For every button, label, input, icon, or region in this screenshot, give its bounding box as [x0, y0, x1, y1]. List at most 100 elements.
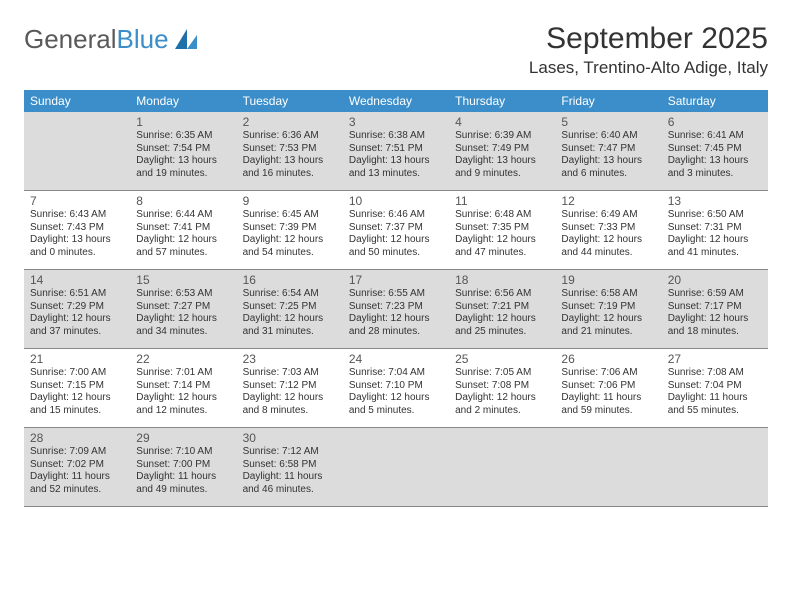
day-detail: Sunrise: 7:04 AMSunset: 7:10 PMDaylight:…: [349, 367, 443, 417]
day-detail: Sunrise: 7:09 AMSunset: 7:02 PMDaylight:…: [30, 446, 124, 496]
day-number: 26: [561, 352, 655, 366]
dow-cell: Saturday: [662, 90, 768, 112]
week-row: 7Sunrise: 6:43 AMSunset: 7:43 PMDaylight…: [24, 191, 768, 270]
day-cell: 10Sunrise: 6:46 AMSunset: 7:37 PMDayligh…: [343, 191, 449, 269]
day-detail: Sunrise: 6:46 AMSunset: 7:37 PMDaylight:…: [349, 209, 443, 259]
day-cell: [555, 428, 661, 506]
day-cell: 3Sunrise: 6:38 AMSunset: 7:51 PMDaylight…: [343, 112, 449, 190]
day-number: 10: [349, 194, 443, 208]
day-cell: 28Sunrise: 7:09 AMSunset: 7:02 PMDayligh…: [24, 428, 130, 506]
day-detail: Sunrise: 7:08 AMSunset: 7:04 PMDaylight:…: [668, 367, 762, 417]
day-cell: 24Sunrise: 7:04 AMSunset: 7:10 PMDayligh…: [343, 349, 449, 427]
week-row: 28Sunrise: 7:09 AMSunset: 7:02 PMDayligh…: [24, 428, 768, 507]
day-number: 28: [30, 431, 124, 445]
day-detail: Sunrise: 6:56 AMSunset: 7:21 PMDaylight:…: [455, 288, 549, 338]
day-number: 12: [561, 194, 655, 208]
week-row: 21Sunrise: 7:00 AMSunset: 7:15 PMDayligh…: [24, 349, 768, 428]
day-cell: [343, 428, 449, 506]
week-row: 1Sunrise: 6:35 AMSunset: 7:54 PMDaylight…: [24, 112, 768, 191]
day-number: 6: [668, 115, 762, 129]
day-detail: Sunrise: 6:50 AMSunset: 7:31 PMDaylight:…: [668, 209, 762, 259]
day-number: 7: [30, 194, 124, 208]
day-cell: 20Sunrise: 6:59 AMSunset: 7:17 PMDayligh…: [662, 270, 768, 348]
day-detail: Sunrise: 6:59 AMSunset: 7:17 PMDaylight:…: [668, 288, 762, 338]
day-cell: 14Sunrise: 6:51 AMSunset: 7:29 PMDayligh…: [24, 270, 130, 348]
location: Lases, Trentino-Alto Adige, Italy: [529, 58, 768, 78]
day-cell: [24, 112, 130, 190]
day-number: 14: [30, 273, 124, 287]
day-number: 29: [136, 431, 230, 445]
day-of-week-header: SundayMondayTuesdayWednesdayThursdayFrid…: [24, 90, 768, 112]
day-cell: [662, 428, 768, 506]
title-block: September 2025 Lases, Trentino-Alto Adig…: [529, 18, 768, 82]
day-detail: Sunrise: 6:35 AMSunset: 7:54 PMDaylight:…: [136, 130, 230, 180]
dow-cell: Monday: [130, 90, 236, 112]
day-detail: Sunrise: 7:06 AMSunset: 7:06 PMDaylight:…: [561, 367, 655, 417]
day-detail: Sunrise: 6:58 AMSunset: 7:19 PMDaylight:…: [561, 288, 655, 338]
day-cell: 8Sunrise: 6:44 AMSunset: 7:41 PMDaylight…: [130, 191, 236, 269]
day-detail: Sunrise: 6:36 AMSunset: 7:53 PMDaylight:…: [243, 130, 337, 180]
day-number: 27: [668, 352, 762, 366]
day-detail: Sunrise: 7:00 AMSunset: 7:15 PMDaylight:…: [30, 367, 124, 417]
logo-sail-icon: [173, 29, 199, 51]
day-number: 5: [561, 115, 655, 129]
calendar: SundayMondayTuesdayWednesdayThursdayFrid…: [24, 90, 768, 507]
day-cell: 19Sunrise: 6:58 AMSunset: 7:19 PMDayligh…: [555, 270, 661, 348]
day-cell: 4Sunrise: 6:39 AMSunset: 7:49 PMDaylight…: [449, 112, 555, 190]
logo: GeneralBlue: [24, 24, 199, 55]
day-cell: 23Sunrise: 7:03 AMSunset: 7:12 PMDayligh…: [237, 349, 343, 427]
day-cell: 21Sunrise: 7:00 AMSunset: 7:15 PMDayligh…: [24, 349, 130, 427]
day-number: 1: [136, 115, 230, 129]
header: GeneralBlue September 2025 Lases, Trenti…: [24, 18, 768, 82]
day-cell: 15Sunrise: 6:53 AMSunset: 7:27 PMDayligh…: [130, 270, 236, 348]
day-cell: 6Sunrise: 6:41 AMSunset: 7:45 PMDaylight…: [662, 112, 768, 190]
day-cell: 12Sunrise: 6:49 AMSunset: 7:33 PMDayligh…: [555, 191, 661, 269]
day-detail: Sunrise: 6:38 AMSunset: 7:51 PMDaylight:…: [349, 130, 443, 180]
day-cell: 27Sunrise: 7:08 AMSunset: 7:04 PMDayligh…: [662, 349, 768, 427]
day-detail: Sunrise: 7:03 AMSunset: 7:12 PMDaylight:…: [243, 367, 337, 417]
day-detail: Sunrise: 6:39 AMSunset: 7:49 PMDaylight:…: [455, 130, 549, 180]
day-number: 24: [349, 352, 443, 366]
day-detail: Sunrise: 6:55 AMSunset: 7:23 PMDaylight:…: [349, 288, 443, 338]
day-number: 21: [30, 352, 124, 366]
day-number: 4: [455, 115, 549, 129]
day-number: 25: [455, 352, 549, 366]
month-title: September 2025: [529, 22, 768, 56]
day-cell: 30Sunrise: 7:12 AMSunset: 6:58 PMDayligh…: [237, 428, 343, 506]
day-number: 9: [243, 194, 337, 208]
day-cell: 5Sunrise: 6:40 AMSunset: 7:47 PMDaylight…: [555, 112, 661, 190]
day-number: 22: [136, 352, 230, 366]
day-number: 23: [243, 352, 337, 366]
day-cell: 11Sunrise: 6:48 AMSunset: 7:35 PMDayligh…: [449, 191, 555, 269]
day-cell: 7Sunrise: 6:43 AMSunset: 7:43 PMDaylight…: [24, 191, 130, 269]
day-cell: 1Sunrise: 6:35 AMSunset: 7:54 PMDaylight…: [130, 112, 236, 190]
day-detail: Sunrise: 7:01 AMSunset: 7:14 PMDaylight:…: [136, 367, 230, 417]
day-number: 13: [668, 194, 762, 208]
day-number: 15: [136, 273, 230, 287]
day-number: 2: [243, 115, 337, 129]
day-detail: Sunrise: 6:43 AMSunset: 7:43 PMDaylight:…: [30, 209, 124, 259]
dow-cell: Wednesday: [343, 90, 449, 112]
day-cell: 13Sunrise: 6:50 AMSunset: 7:31 PMDayligh…: [662, 191, 768, 269]
day-cell: 25Sunrise: 7:05 AMSunset: 7:08 PMDayligh…: [449, 349, 555, 427]
day-detail: Sunrise: 6:45 AMSunset: 7:39 PMDaylight:…: [243, 209, 337, 259]
day-number: 19: [561, 273, 655, 287]
week-row: 14Sunrise: 6:51 AMSunset: 7:29 PMDayligh…: [24, 270, 768, 349]
day-detail: Sunrise: 7:10 AMSunset: 7:00 PMDaylight:…: [136, 446, 230, 496]
day-number: 18: [455, 273, 549, 287]
day-detail: Sunrise: 6:48 AMSunset: 7:35 PMDaylight:…: [455, 209, 549, 259]
day-number: 20: [668, 273, 762, 287]
day-number: 11: [455, 194, 549, 208]
day-cell: 26Sunrise: 7:06 AMSunset: 7:06 PMDayligh…: [555, 349, 661, 427]
day-cell: 29Sunrise: 7:10 AMSunset: 7:00 PMDayligh…: [130, 428, 236, 506]
day-detail: Sunrise: 7:12 AMSunset: 6:58 PMDaylight:…: [243, 446, 337, 496]
day-detail: Sunrise: 6:41 AMSunset: 7:45 PMDaylight:…: [668, 130, 762, 180]
day-detail: Sunrise: 6:53 AMSunset: 7:27 PMDaylight:…: [136, 288, 230, 338]
day-detail: Sunrise: 6:51 AMSunset: 7:29 PMDaylight:…: [30, 288, 124, 338]
day-number: 3: [349, 115, 443, 129]
logo-text-2: Blue: [117, 24, 169, 55]
day-cell: 2Sunrise: 6:36 AMSunset: 7:53 PMDaylight…: [237, 112, 343, 190]
day-detail: Sunrise: 6:54 AMSunset: 7:25 PMDaylight:…: [243, 288, 337, 338]
day-cell: 9Sunrise: 6:45 AMSunset: 7:39 PMDaylight…: [237, 191, 343, 269]
day-detail: Sunrise: 6:49 AMSunset: 7:33 PMDaylight:…: [561, 209, 655, 259]
